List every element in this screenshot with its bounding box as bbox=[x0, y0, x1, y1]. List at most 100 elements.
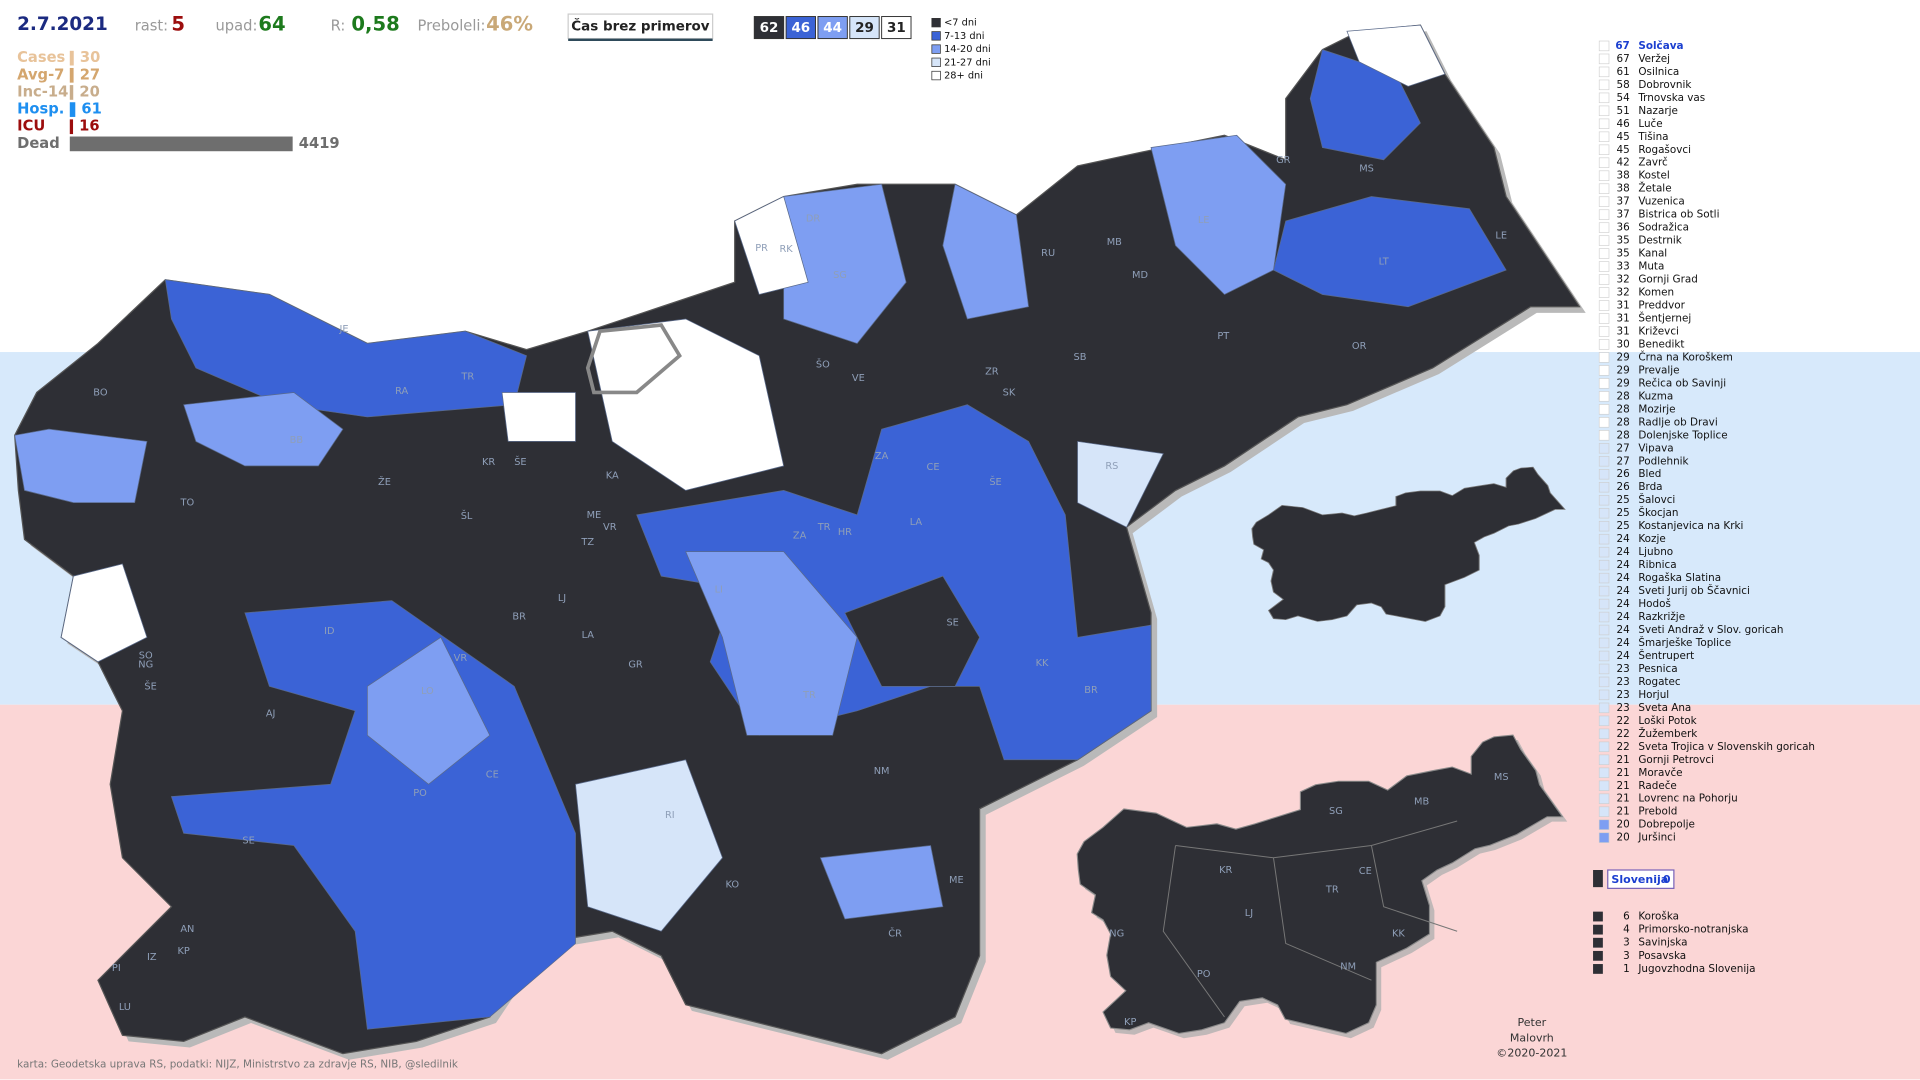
map-label: BR bbox=[1084, 685, 1098, 696]
rank-days: 58 bbox=[1617, 79, 1630, 91]
rank-days: 38 bbox=[1617, 170, 1630, 182]
rank-days: 24 bbox=[1617, 559, 1631, 571]
country-value: 0 bbox=[1663, 873, 1671, 886]
rank-swatch bbox=[1598, 780, 1610, 791]
rank-swatch bbox=[1598, 598, 1610, 610]
rank-name: Moravče bbox=[1638, 767, 1682, 779]
rank-name: Loški Potok bbox=[1638, 715, 1696, 727]
rank-days: 31 bbox=[1617, 325, 1630, 337]
region-name: Koroška bbox=[1638, 911, 1679, 923]
rank-days: 51 bbox=[1617, 105, 1630, 117]
rank-swatch bbox=[1598, 533, 1610, 545]
legend-label: 14-20 dni bbox=[944, 44, 991, 55]
map-label: GR bbox=[1276, 155, 1291, 166]
rank-days: 45 bbox=[1617, 131, 1630, 143]
rank-days: 28 bbox=[1617, 403, 1630, 415]
source: karta: Geodetska uprava RS, podatki: NIJ… bbox=[17, 1059, 458, 1071]
rank-days: 21 bbox=[1617, 793, 1630, 805]
map-areas bbox=[14, 24, 1507, 1030]
map-label: ŠE bbox=[514, 455, 526, 468]
map-label: KP bbox=[178, 946, 190, 957]
map-label: CE bbox=[927, 462, 940, 473]
rank-name: Šalovci bbox=[1638, 493, 1675, 506]
map-label: VE bbox=[852, 373, 865, 384]
rank-name: Dolenjske Toplice bbox=[1638, 429, 1727, 441]
rank-swatch bbox=[1598, 404, 1610, 415]
region-swatch bbox=[1593, 911, 1603, 922]
rank-name: Brda bbox=[1638, 481, 1662, 493]
rank-swatch bbox=[1598, 417, 1610, 428]
rank-name: Benedikt bbox=[1638, 338, 1684, 350]
rank-swatch bbox=[1598, 248, 1610, 259]
rank-days: 24 bbox=[1617, 637, 1631, 649]
rank-swatch bbox=[1598, 118, 1610, 129]
rank-name: Šentjernej bbox=[1638, 311, 1691, 324]
rank-name: Mozirje bbox=[1638, 403, 1675, 415]
map-label: PT bbox=[1217, 331, 1229, 342]
decline-label: upad: bbox=[216, 17, 258, 34]
rank-name: Vuzenica bbox=[1638, 196, 1684, 208]
map-label: MS bbox=[1359, 163, 1374, 174]
rank-days: 21 bbox=[1617, 780, 1630, 792]
map-label: KK bbox=[1036, 658, 1049, 669]
map-label: PR bbox=[755, 243, 768, 254]
legend-label: <7 dni bbox=[944, 18, 977, 29]
rank-swatch bbox=[1598, 92, 1610, 104]
stat-label: Avg-7 bbox=[17, 66, 64, 83]
region-swatch bbox=[1593, 950, 1603, 961]
legend-swatch bbox=[931, 18, 941, 28]
rank-days: 25 bbox=[1617, 520, 1630, 532]
rank-name: Kanal bbox=[1638, 248, 1667, 260]
map-label: IZ bbox=[147, 952, 157, 963]
map-label: ŠE bbox=[144, 679, 156, 692]
rank-name: Sveti Jurij ob Ščavnici bbox=[1638, 584, 1750, 597]
rank-name: Križevci bbox=[1638, 325, 1679, 337]
recovered-label: Preboleli: bbox=[418, 17, 486, 34]
rank-days: 24 bbox=[1617, 572, 1631, 584]
region-swatch bbox=[1593, 964, 1603, 974]
rank-name: Kozje bbox=[1638, 533, 1665, 545]
rank-days: 33 bbox=[1617, 261, 1630, 273]
rank-days: 30 bbox=[1617, 338, 1630, 350]
region-name: Jugovzhodna Slovenija bbox=[1637, 963, 1755, 975]
rank-days: 31 bbox=[1617, 300, 1630, 312]
count-box bbox=[849, 16, 880, 40]
rank-days: 20 bbox=[1617, 819, 1630, 831]
rank-days: 31 bbox=[1617, 312, 1630, 324]
rank-days: 23 bbox=[1617, 702, 1630, 714]
rank-name: Sveta Ana bbox=[1638, 702, 1691, 714]
rank-days: 26 bbox=[1617, 481, 1630, 493]
stat-bar bbox=[69, 50, 74, 66]
area bbox=[783, 183, 907, 344]
rank-name: Razkrižje bbox=[1638, 611, 1685, 623]
country-box bbox=[1607, 869, 1675, 889]
map-label: LE bbox=[1198, 215, 1210, 226]
rank-days: 42 bbox=[1617, 157, 1630, 169]
rank-name: Gornji Grad bbox=[1638, 274, 1697, 286]
rank-swatch bbox=[1598, 287, 1610, 298]
rank-swatch bbox=[1598, 235, 1610, 246]
rank-name: Destrnik bbox=[1638, 235, 1681, 247]
area bbox=[1273, 196, 1507, 308]
map-label: LA bbox=[910, 517, 923, 528]
region-value: 4 bbox=[1623, 924, 1630, 936]
rank-swatch bbox=[1598, 222, 1610, 233]
map-label: RA bbox=[395, 386, 408, 397]
rank-name: Osilnica bbox=[1638, 66, 1679, 78]
map-label: TZ bbox=[580, 537, 594, 548]
rank-swatch bbox=[1598, 144, 1610, 155]
rank-days: 46 bbox=[1617, 118, 1630, 130]
area bbox=[942, 183, 1029, 320]
rank-name: Trnovska vas bbox=[1637, 92, 1705, 104]
region-map-label: KR bbox=[1219, 865, 1232, 876]
map-label: KA bbox=[606, 471, 619, 482]
region-map-label: NG bbox=[1109, 929, 1124, 940]
map-label: NG bbox=[138, 659, 153, 670]
map-label: ŠE bbox=[989, 475, 1001, 488]
map-label: SK bbox=[1003, 387, 1016, 398]
rank-days: 35 bbox=[1617, 235, 1630, 247]
rank-swatch bbox=[1598, 572, 1610, 584]
map-label: LU bbox=[119, 1002, 131, 1013]
rank-days: 29 bbox=[1617, 377, 1630, 389]
rank-days: 24 bbox=[1617, 650, 1631, 662]
